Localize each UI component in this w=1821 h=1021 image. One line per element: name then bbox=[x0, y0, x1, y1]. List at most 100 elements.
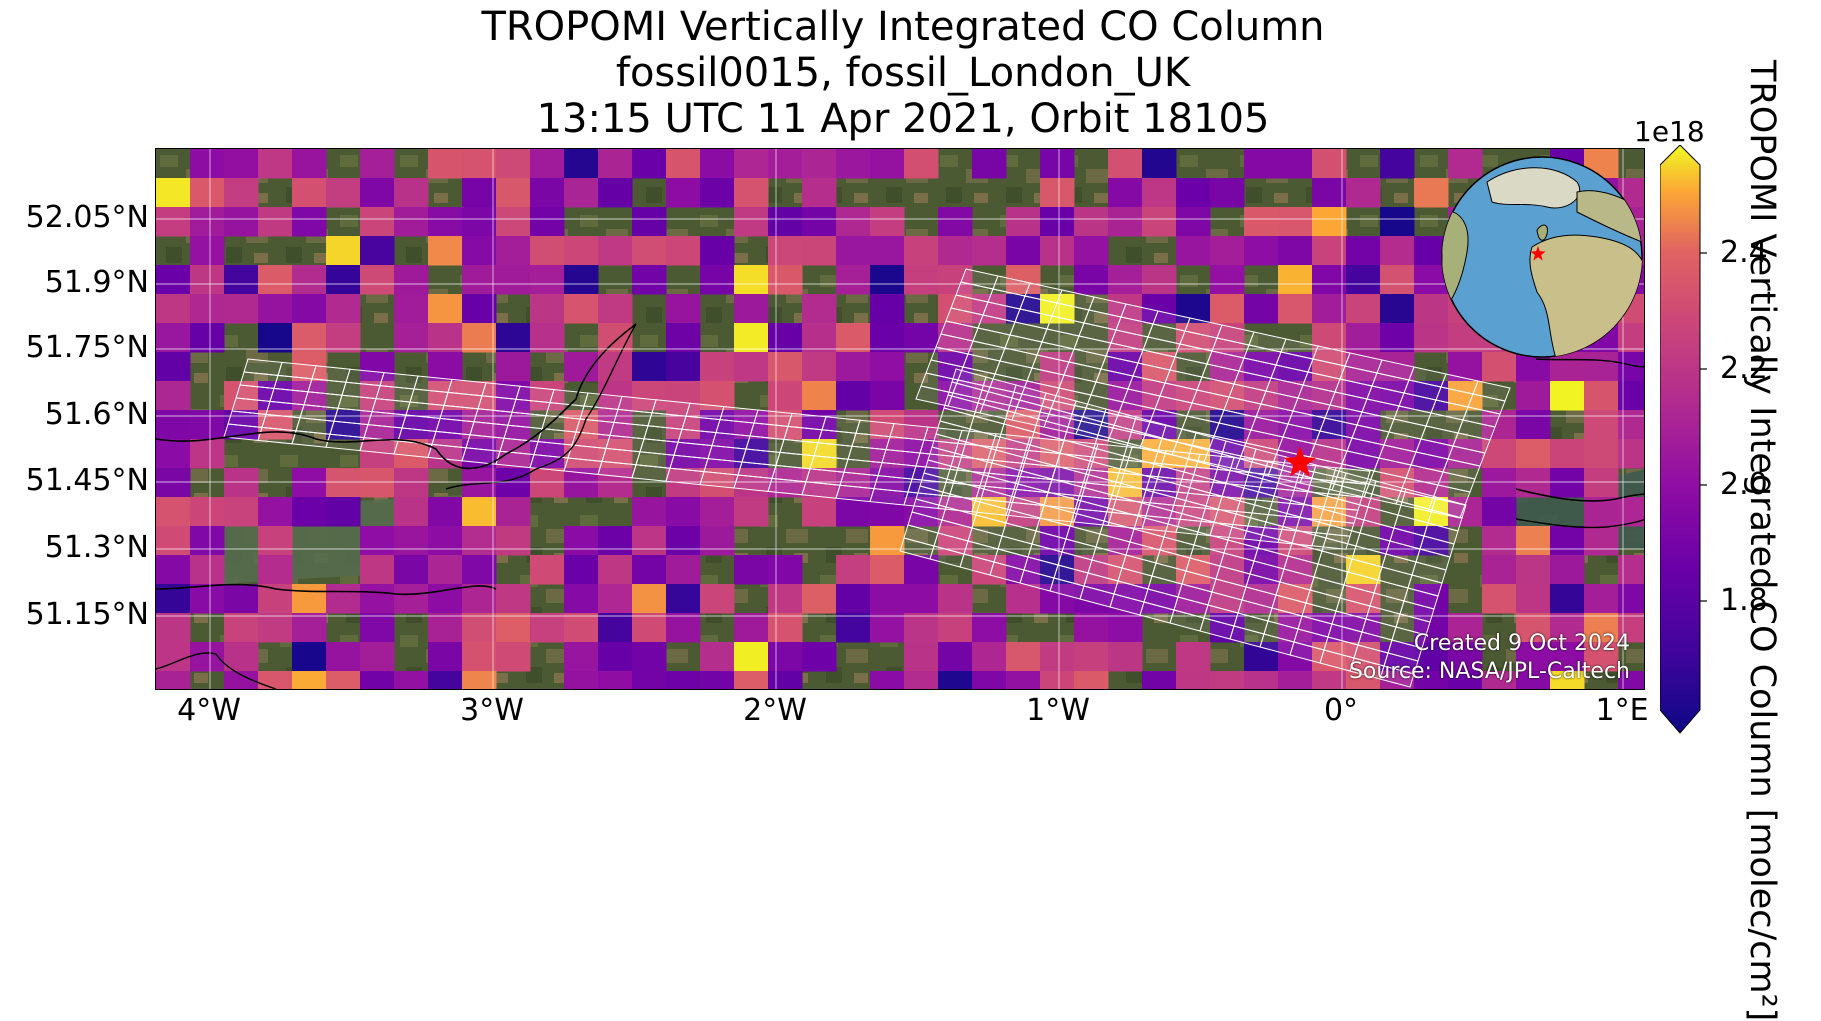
lon-tick-label: 4°W bbox=[177, 693, 241, 728]
co-cell bbox=[428, 497, 463, 527]
co-cell bbox=[462, 584, 497, 614]
map-panel[interactable]: Created 9 Oct 2024 Source: NASA/JPL-Calt… bbox=[155, 148, 1645, 690]
co-cell bbox=[632, 236, 667, 266]
co-cell bbox=[598, 178, 633, 208]
co-cell bbox=[224, 584, 259, 614]
co-cell bbox=[156, 613, 191, 643]
co-cell bbox=[1312, 671, 1347, 689]
co-cell bbox=[836, 323, 871, 353]
co-cell bbox=[1346, 439, 1381, 469]
co-cell bbox=[292, 671, 327, 689]
co-cell bbox=[1516, 555, 1551, 585]
co-cell bbox=[1040, 294, 1075, 324]
co-cell bbox=[1108, 468, 1143, 498]
footprint bbox=[869, 488, 909, 506]
co-cell bbox=[394, 178, 429, 208]
co-cell bbox=[1550, 613, 1585, 643]
co-cell bbox=[632, 381, 667, 411]
co-cell bbox=[1550, 439, 1585, 469]
co-cell bbox=[326, 236, 361, 266]
co-cell bbox=[1278, 236, 1313, 266]
co-cell bbox=[938, 671, 973, 689]
co-cell bbox=[326, 584, 361, 614]
co-cell bbox=[156, 323, 191, 353]
footprint bbox=[1427, 497, 1466, 519]
co-cell bbox=[632, 526, 667, 556]
co-cell bbox=[802, 381, 837, 411]
co-cell bbox=[632, 149, 667, 179]
co-cell bbox=[1346, 671, 1381, 689]
globe-location-marker bbox=[1530, 246, 1546, 261]
co-cell bbox=[870, 613, 905, 643]
co-cell bbox=[530, 207, 565, 237]
co-cell bbox=[938, 265, 973, 295]
co-cell bbox=[258, 497, 293, 527]
footprint bbox=[495, 450, 535, 469]
co-cell bbox=[1380, 439, 1415, 469]
co-cell bbox=[1482, 584, 1517, 614]
footprint bbox=[767, 477, 807, 496]
co-cell bbox=[1414, 323, 1449, 353]
co-cell bbox=[496, 613, 531, 643]
co-cell bbox=[1346, 236, 1381, 266]
co-cell bbox=[1312, 294, 1347, 324]
co-cell bbox=[326, 294, 361, 324]
colorbar-label: TROPOMI Vertically Integrated CO Column … bbox=[1742, 60, 1782, 1021]
co-cell bbox=[1244, 294, 1279, 324]
co-cell bbox=[1414, 178, 1449, 208]
co-cell bbox=[836, 149, 871, 179]
co-cell bbox=[1618, 323, 1644, 353]
co-cell bbox=[1618, 555, 1644, 585]
co-cell bbox=[1278, 671, 1313, 689]
graticule bbox=[156, 149, 1644, 689]
co-cell bbox=[564, 352, 599, 382]
co-cell bbox=[598, 526, 633, 556]
co-cell bbox=[224, 207, 259, 237]
co-cell bbox=[496, 497, 531, 527]
co-cell bbox=[870, 236, 905, 266]
co-cell bbox=[1278, 149, 1313, 179]
co-cell bbox=[1210, 671, 1245, 689]
footprint bbox=[801, 481, 841, 499]
co-cell bbox=[734, 642, 769, 672]
co-cell bbox=[1244, 671, 1279, 689]
co-cell bbox=[1176, 323, 1211, 353]
co-cell bbox=[700, 352, 735, 382]
co-cell bbox=[904, 642, 939, 672]
co-cell bbox=[1584, 410, 1619, 440]
co-cell bbox=[972, 236, 1007, 266]
co-cell bbox=[700, 584, 735, 614]
co-cell bbox=[156, 526, 191, 556]
co-cell bbox=[1176, 236, 1211, 266]
co-cell bbox=[1244, 381, 1279, 411]
co-cell bbox=[394, 207, 429, 237]
co-cell bbox=[1108, 294, 1143, 324]
co-cell bbox=[734, 323, 769, 353]
co-cell bbox=[1040, 584, 1075, 614]
co-cell bbox=[530, 178, 565, 208]
co-cell bbox=[292, 265, 327, 295]
co-cell bbox=[1380, 352, 1415, 382]
co-cell bbox=[768, 642, 803, 672]
co-cell bbox=[1482, 671, 1517, 689]
co-cell bbox=[870, 294, 905, 324]
co-cell bbox=[156, 410, 191, 440]
co-cell bbox=[734, 294, 769, 324]
co-cell bbox=[972, 149, 1007, 179]
co-cell bbox=[870, 265, 905, 295]
co-cell bbox=[870, 352, 905, 382]
co-cell bbox=[224, 642, 259, 672]
co-cell bbox=[428, 149, 463, 179]
co-cell bbox=[1482, 352, 1517, 382]
co-cell bbox=[1108, 584, 1143, 614]
co-cell bbox=[598, 671, 633, 689]
co-cell bbox=[1414, 294, 1449, 324]
co-cell bbox=[292, 323, 327, 353]
co-cell bbox=[394, 671, 429, 689]
co-cell bbox=[258, 265, 293, 295]
co-cell bbox=[1448, 149, 1483, 179]
co-cell bbox=[258, 671, 293, 689]
co-cell bbox=[904, 323, 939, 353]
co-cell bbox=[1040, 555, 1075, 585]
co-cell bbox=[598, 584, 633, 614]
